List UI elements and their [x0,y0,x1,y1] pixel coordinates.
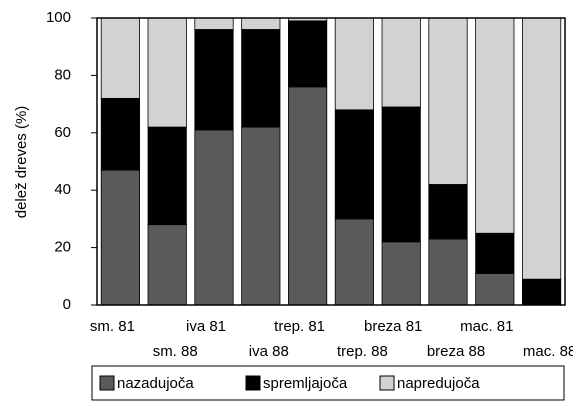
x-tick-label: trep. 88 [337,343,388,360]
legend-box [91,365,565,401]
bar-segment [381,106,421,243]
bar-segment [241,17,281,30]
bar-segment [147,126,187,226]
y-tick-label: 40 [54,181,71,198]
bar-segment [381,241,421,306]
bar-segment [428,17,468,185]
legend-swatch [379,375,395,391]
x-tick-label: breza 88 [427,343,485,360]
bar-segment [522,278,562,306]
x-tick-label: sm. 81 [90,318,135,335]
x-tick-label: breza 81 [364,318,422,335]
plot-frame [96,17,566,306]
y-axis-label: delež dreves (%) [13,106,30,219]
bar-segment [428,184,468,240]
bar-segment [288,86,328,306]
bar-segment [100,97,140,171]
bar-segment [381,17,421,108]
legend-swatch [245,375,261,391]
legend-label: nazadujoča [117,375,194,392]
bar-segment [334,109,374,220]
bar-segment [288,20,328,88]
bar-segment [475,273,515,306]
x-tick-label: iva 81 [186,318,226,335]
bar-segment [334,218,374,306]
bar-segment [475,17,515,234]
bar-segment [428,238,468,306]
bar-segment [147,224,187,306]
bar-segment [100,169,140,306]
x-tick-label: trep. 81 [274,318,325,335]
y-tick-label: 60 [54,124,71,141]
bar-segment [475,232,515,274]
bar-segment [241,126,281,306]
x-tick-label: iva 88 [249,343,289,360]
bar-segment [100,17,140,99]
x-tick-label: mac. 88 [523,343,573,360]
legend-label: spremljajoča [263,375,348,392]
bar-segment [194,17,234,30]
bar-segment [334,17,374,111]
legend-swatch [99,375,115,391]
x-tick-label: sm. 88 [153,343,198,360]
y-tick-label: 20 [54,239,71,256]
bar-segment [241,29,281,128]
y-tick-label: 0 [63,296,71,313]
bar-segment [522,17,562,280]
bar-segment [147,17,187,128]
y-tick-label: 100 [46,9,71,26]
legend-label: napredujoča [397,375,480,392]
bar-segment [194,129,234,306]
y-tick-label: 80 [54,66,71,83]
bar-segment [194,29,234,131]
x-tick-label: mac. 81 [460,318,513,335]
